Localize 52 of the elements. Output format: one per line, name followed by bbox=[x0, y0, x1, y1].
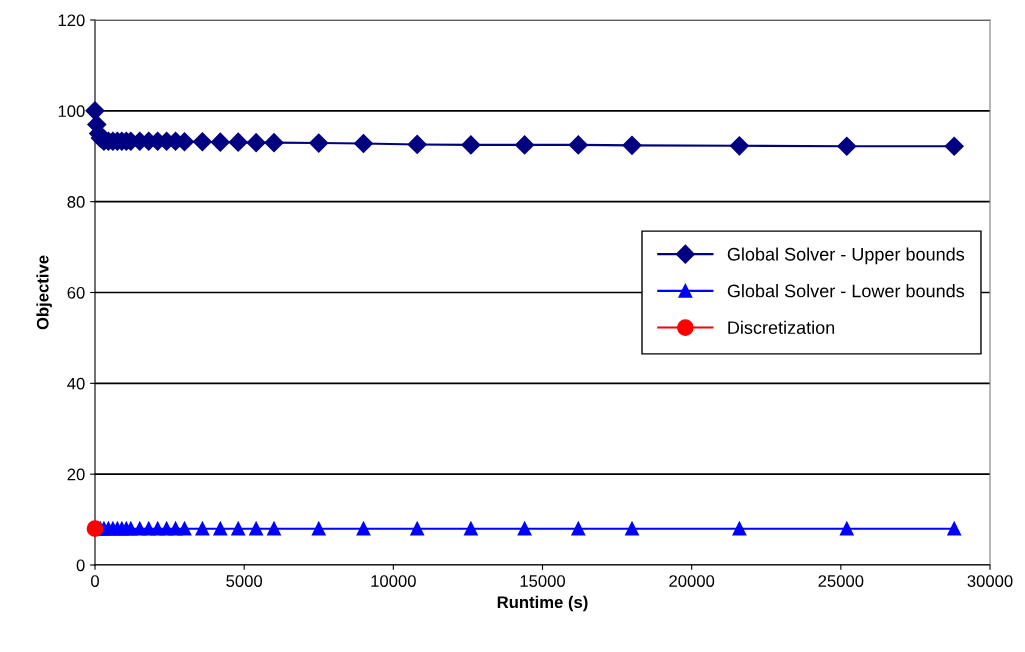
point bbox=[622, 135, 642, 155]
point bbox=[249, 521, 264, 536]
point bbox=[837, 136, 857, 156]
point bbox=[353, 133, 374, 154]
point bbox=[410, 521, 425, 536]
point bbox=[463, 521, 478, 536]
point bbox=[246, 133, 266, 153]
y-tick-label: 80 bbox=[67, 196, 85, 208]
point bbox=[213, 521, 228, 536]
point bbox=[407, 134, 427, 154]
point bbox=[517, 521, 532, 536]
point bbox=[839, 521, 854, 536]
point bbox=[568, 135, 588, 155]
point bbox=[311, 521, 326, 536]
point bbox=[264, 133, 284, 153]
point bbox=[356, 521, 371, 536]
point bbox=[210, 132, 230, 152]
x-tick-label: 0 bbox=[91, 575, 99, 587]
y-axis-title: Objective bbox=[36, 255, 52, 330]
point bbox=[85, 101, 105, 121]
point bbox=[195, 521, 210, 536]
point bbox=[192, 132, 212, 152]
y-tick-label: 40 bbox=[67, 377, 85, 390]
point bbox=[944, 136, 964, 156]
point bbox=[309, 133, 329, 153]
point bbox=[729, 136, 749, 156]
x-tick-label: 5000 bbox=[226, 575, 263, 587]
point bbox=[177, 521, 192, 536]
point bbox=[231, 521, 246, 536]
point bbox=[86, 520, 104, 538]
point bbox=[947, 521, 962, 536]
y-tick-label: 60 bbox=[67, 286, 85, 299]
point bbox=[732, 521, 747, 536]
point bbox=[267, 521, 281, 536]
point bbox=[625, 521, 639, 536]
x-tick-label: 30000 bbox=[967, 575, 1013, 587]
y-tick-label: 100 bbox=[58, 105, 85, 118]
legend-label: Global Solver - Upper bounds bbox=[727, 247, 965, 265]
x-tick-label: 25000 bbox=[818, 575, 864, 587]
point bbox=[461, 135, 481, 155]
legend-label: Global Solver - Lower bounds bbox=[727, 284, 965, 298]
x-tick-label: 20000 bbox=[669, 575, 715, 587]
legend-label: Discretization bbox=[728, 320, 835, 335]
y-tick-label: 120 bbox=[58, 14, 85, 27]
point bbox=[515, 135, 535, 155]
y-tick-label: 20 bbox=[67, 468, 85, 481]
x-tick-label: 10000 bbox=[371, 575, 416, 587]
x-axis-title: Runtime (s) bbox=[497, 595, 588, 612]
point bbox=[571, 521, 586, 536]
x-tick-label: 15000 bbox=[520, 575, 566, 587]
y-tick-label: 0 bbox=[76, 559, 85, 572]
point bbox=[228, 132, 248, 152]
